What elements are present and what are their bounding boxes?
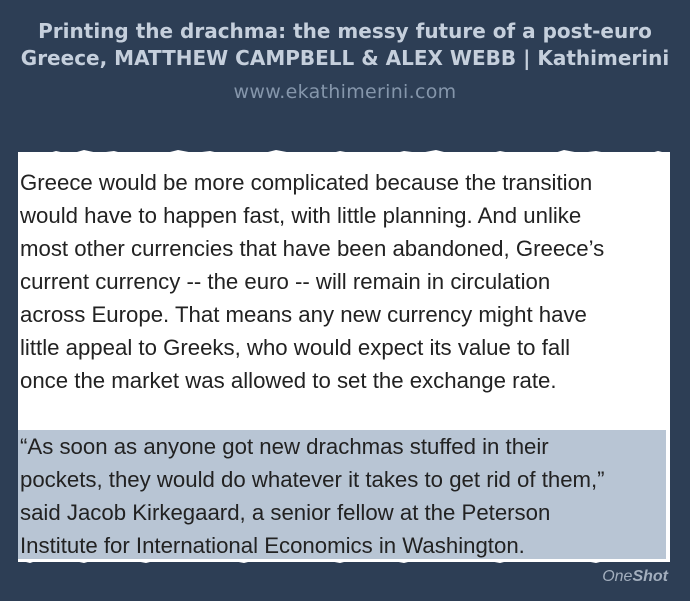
article-header: Printing the drachma: the messy future o… xyxy=(0,18,690,104)
article-title: Printing the drachma: the messy future o… xyxy=(20,19,670,70)
highlighted-quote-paragraph: “As soon as anyone got new drachmas stuf… xyxy=(20,434,605,558)
excerpt-paragraph: Greece would be more complicated because… xyxy=(20,170,605,393)
brand-suffix: Shot xyxy=(632,568,668,585)
article-excerpt: Greece would be more complicated because… xyxy=(20,166,668,562)
quote-highlight xyxy=(18,430,666,559)
brand-prefix: One xyxy=(602,568,633,585)
oneshot-logo: OneShot xyxy=(602,568,668,586)
article-source: www.ekathimerini.com xyxy=(233,81,457,103)
